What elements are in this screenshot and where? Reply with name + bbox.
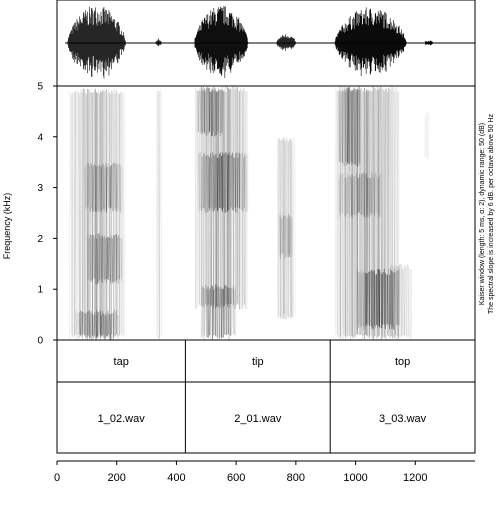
spectral-energy-region: [69, 89, 125, 340]
waveform-burst: [194, 6, 248, 78]
waveform-burst: [156, 38, 162, 46]
spectral-energy-region: [74, 310, 119, 340]
frequency-axis: 0 1 2 3 4 5: [37, 82, 57, 347]
x-tick-label: 0: [54, 472, 60, 484]
segment-file: 1_02.wav: [98, 413, 146, 425]
y-tick-label: 3: [37, 183, 43, 194]
y-tick-label: 4: [37, 132, 43, 143]
x-tick-label: 400: [167, 472, 185, 484]
waveform-burst: [276, 34, 295, 51]
y-tick-label: 2: [37, 234, 43, 245]
y-axis-label: Frequency (kHz): [2, 193, 12, 260]
segment-word: top: [395, 356, 410, 368]
spectral-energy-region: [83, 162, 122, 213]
x-tick-label: 800: [287, 472, 305, 484]
segment-word: tip: [252, 356, 264, 368]
waveform-burst: [335, 7, 407, 76]
segment-file: 2_01.wav: [234, 413, 282, 425]
x-tick-label: 200: [108, 472, 126, 484]
spectral-energy-region: [424, 112, 430, 160]
segment-word: tap: [114, 356, 129, 368]
side-note-slope: The spectral slope is increased by 6 dB.…: [488, 114, 495, 314]
segment-file: 3_03.wav: [379, 413, 427, 425]
side-note-window: Kaiser window (length: 5 ms, α: 2), dyna…: [479, 123, 486, 305]
x-tick-label: 1200: [403, 472, 427, 484]
waveform-burst: [67, 7, 125, 79]
spectrogram-area: [69, 86, 430, 340]
y-tick-label: 1: [37, 285, 43, 296]
waveform: [65, 6, 475, 78]
x-tick-label: 1000: [343, 472, 367, 484]
spectral-energy-region: [156, 87, 162, 340]
y-tick-label: 5: [37, 82, 43, 93]
annotation-tiers: tap 1_02.wav tip 2_01.wav top 3_03.wav: [98, 340, 427, 453]
x-tick-label: 600: [227, 472, 245, 484]
time-axis: 0 200 400 600 800 1000 1200: [54, 461, 428, 484]
spectral-energy-region: [87, 233, 122, 284]
waveform-burst: [424, 41, 433, 46]
y-tick-label: 0: [37, 336, 43, 347]
